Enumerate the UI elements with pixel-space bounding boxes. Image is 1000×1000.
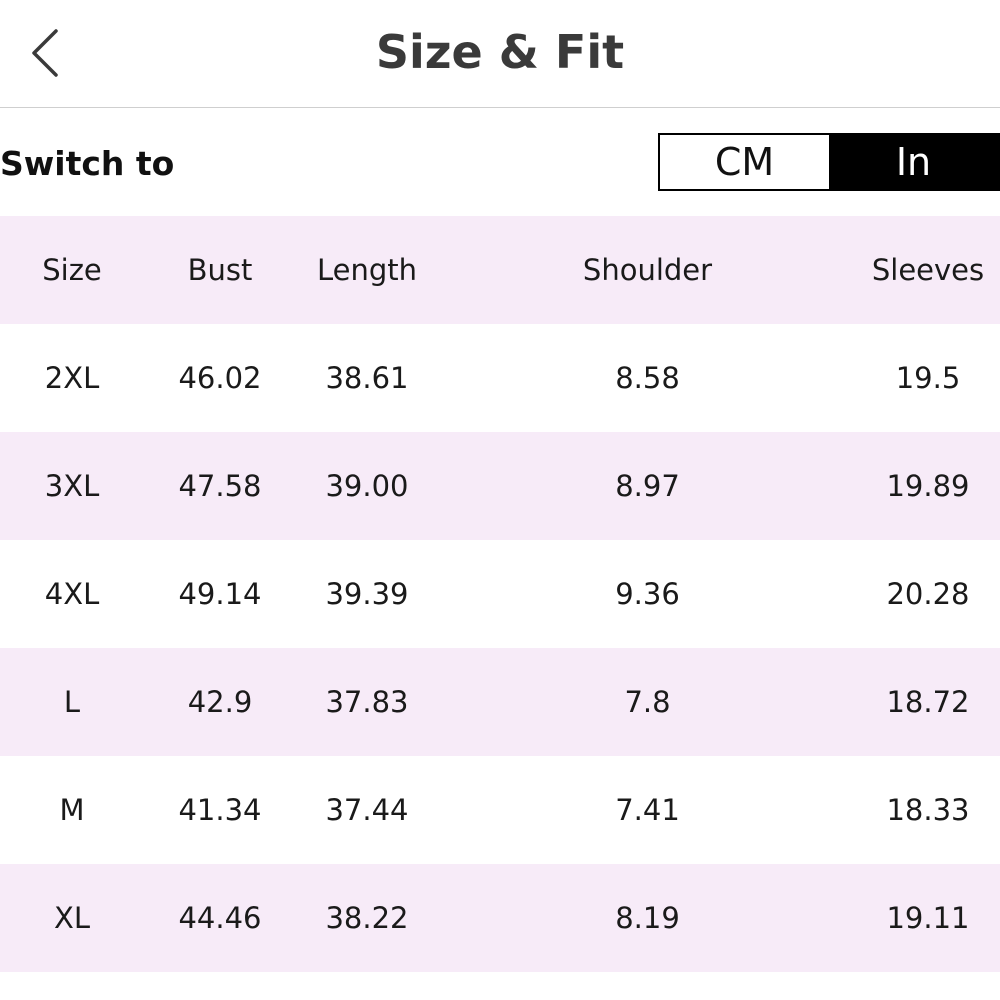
- bust-cell: 47.58: [178, 469, 262, 503]
- size-cell: 2XL: [44, 361, 100, 395]
- sleeves-cell: 18.72: [886, 685, 970, 719]
- bust-cell: 44.46: [178, 901, 262, 935]
- shoulder-cell: 7.41: [615, 793, 680, 827]
- table-header-row: Size Bust Length Shoulder Sleeves: [0, 216, 1000, 324]
- shoulder-cell: 8.58: [615, 361, 680, 395]
- page-title: Size & Fit: [375, 25, 625, 79]
- length-cell: 39.39: [325, 577, 409, 611]
- length-cell: 38.61: [325, 361, 409, 395]
- top-bar: Size & Fit: [0, 0, 1000, 108]
- column-header-size: Size: [42, 253, 102, 287]
- sleeves-cell: 19.5: [895, 361, 961, 395]
- sleeves-cell: 19.89: [886, 469, 970, 503]
- table-row: 3XL 47.58 39.00 8.97 19.89: [0, 432, 1000, 540]
- length-cell: 37.44: [325, 793, 409, 827]
- shoulder-cell: 8.97: [615, 469, 680, 503]
- bust-cell: 49.14: [178, 577, 262, 611]
- table-row: 2XL 46.02 38.61 8.58 19.5: [0, 324, 1000, 432]
- shoulder-cell: 9.36: [615, 577, 680, 611]
- size-cell: 3XL: [44, 469, 100, 503]
- size-cell: M: [59, 793, 85, 827]
- size-table: Size Bust Length Shoulder Sleeves 2XL 46…: [0, 216, 1000, 972]
- size-cell: 4XL: [44, 577, 100, 611]
- switch-to-label: Switch to: [0, 144, 175, 183]
- column-header-shoulder: Shoulder: [582, 253, 713, 287]
- chevron-left-icon: [32, 29, 58, 77]
- table-row: L 42.9 37.83 7.8 18.72: [0, 648, 1000, 756]
- sleeves-cell: 18.33: [886, 793, 970, 827]
- column-header-bust: Bust: [187, 253, 253, 287]
- unit-option-in[interactable]: In: [829, 135, 998, 189]
- unit-toggle: CM In: [658, 133, 1000, 191]
- sleeves-cell: 20.28: [886, 577, 970, 611]
- unit-option-cm[interactable]: CM: [660, 135, 829, 189]
- shoulder-cell: 7.8: [624, 685, 671, 719]
- column-header-length: Length: [316, 253, 418, 287]
- size-cell: L: [63, 685, 81, 719]
- back-button[interactable]: [22, 22, 72, 84]
- table-row: XL 44.46 38.22 8.19 19.11: [0, 864, 1000, 972]
- shoulder-cell: 8.19: [615, 901, 680, 935]
- table-row: 4XL 49.14 39.39 9.36 20.28: [0, 540, 1000, 648]
- unit-switch-row: Switch to CM In: [0, 108, 1000, 216]
- column-header-sleeves: Sleeves: [871, 253, 985, 287]
- bust-cell: 41.34: [178, 793, 262, 827]
- bust-cell: 46.02: [178, 361, 262, 395]
- length-cell: 37.83: [325, 685, 409, 719]
- sleeves-cell: 19.11: [886, 901, 970, 935]
- length-cell: 38.22: [325, 901, 409, 935]
- table-row: M 41.34 37.44 7.41 18.33: [0, 756, 1000, 864]
- size-cell: XL: [53, 901, 91, 935]
- length-cell: 39.00: [325, 469, 409, 503]
- bust-cell: 42.9: [187, 685, 253, 719]
